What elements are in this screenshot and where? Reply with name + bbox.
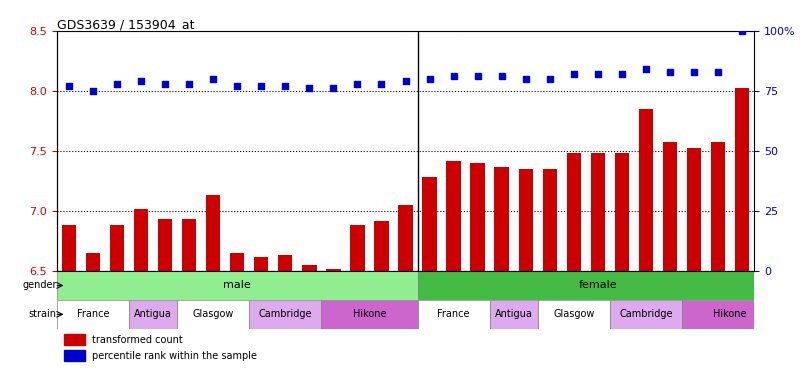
Bar [64,334,84,345]
FancyBboxPatch shape [57,271,418,300]
Bar [446,161,461,271]
Bar [350,225,365,271]
Bar [62,225,76,271]
Bar [254,257,268,271]
Bar [567,153,581,271]
FancyBboxPatch shape [418,300,490,329]
Point [375,81,388,87]
FancyBboxPatch shape [249,300,321,329]
Point [688,68,701,74]
Bar [326,269,341,271]
Bar [374,220,388,271]
Bar [206,195,221,271]
FancyBboxPatch shape [538,300,610,329]
Bar [543,169,557,271]
Bar [470,163,485,271]
Text: male: male [223,280,251,290]
Point [663,68,676,74]
FancyBboxPatch shape [418,271,779,300]
Point [255,83,268,89]
FancyBboxPatch shape [610,300,682,329]
Bar [687,149,702,271]
Bar [109,225,124,271]
Bar [639,109,653,271]
Point [471,73,484,79]
Point [736,28,749,34]
Point [423,76,436,82]
Point [327,85,340,91]
Text: strain: strain [28,310,57,319]
Bar [663,142,677,271]
Bar [64,350,84,361]
Bar [230,253,244,271]
Point [62,83,75,89]
Bar [735,88,749,271]
Text: GDS3639 / 153904_at: GDS3639 / 153904_at [57,18,195,31]
Point [568,71,581,77]
Point [447,73,460,79]
Bar [86,253,100,271]
FancyBboxPatch shape [177,300,249,329]
Text: France: France [437,310,470,319]
Point [207,76,220,82]
Point [351,81,364,87]
Text: Glasgow: Glasgow [192,310,234,319]
Text: Cambridge: Cambridge [620,310,673,319]
Bar [182,219,196,271]
Text: Hikone: Hikone [714,310,747,319]
Point [519,76,532,82]
Bar [134,209,148,271]
Point [616,71,629,77]
FancyBboxPatch shape [490,300,538,329]
Bar [590,153,605,271]
Point [182,81,195,87]
Bar [278,255,293,271]
Text: Hikone: Hikone [353,310,386,319]
Point [591,71,604,77]
Point [86,88,99,94]
Text: Antigua: Antigua [495,310,533,319]
Point [110,81,123,87]
Text: percentile rank within the sample: percentile rank within the sample [92,351,256,361]
FancyBboxPatch shape [321,300,418,329]
Point [230,83,243,89]
Point [712,68,725,74]
Point [135,78,148,84]
Text: transformed count: transformed count [92,334,182,344]
FancyBboxPatch shape [682,300,779,329]
Text: France: France [76,310,109,319]
Bar [518,169,533,271]
Point [496,73,508,79]
Text: gender: gender [22,280,57,290]
Bar [495,167,509,271]
Text: female: female [578,280,617,290]
Bar [158,219,172,271]
FancyBboxPatch shape [57,300,129,329]
Point [303,85,315,91]
Text: Glasgow: Glasgow [553,310,594,319]
Point [158,81,171,87]
Text: Cambridge: Cambridge [259,310,312,319]
Text: Antigua: Antigua [134,310,172,319]
Bar [711,142,725,271]
Point [640,66,653,72]
Bar [423,177,437,271]
Bar [302,265,316,271]
Point [543,76,556,82]
Point [279,83,292,89]
FancyBboxPatch shape [129,300,177,329]
Bar [398,205,413,271]
Point [399,78,412,84]
Bar [615,153,629,271]
